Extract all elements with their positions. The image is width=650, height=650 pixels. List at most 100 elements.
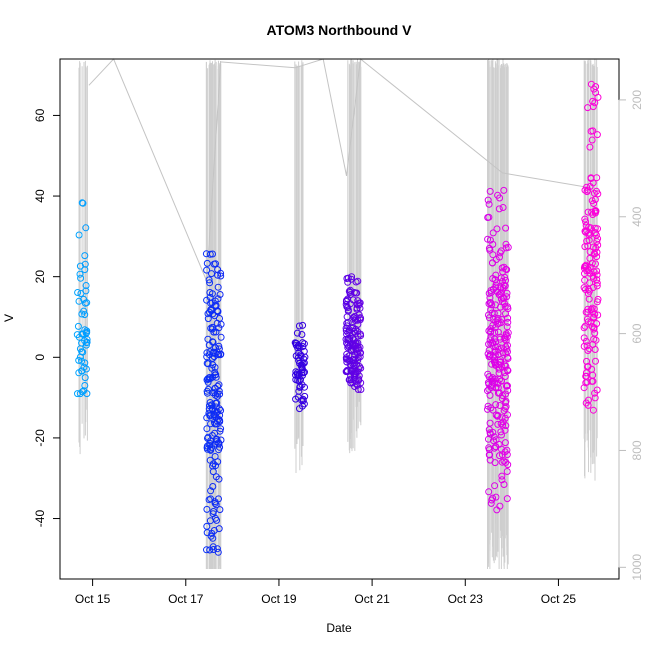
y-axis-label: V — [2, 314, 16, 322]
data-point — [344, 328, 352, 336]
data-point — [592, 89, 600, 96]
data-point — [215, 342, 223, 350]
data-point — [344, 304, 352, 312]
data-point — [498, 395, 506, 403]
data-point — [492, 443, 500, 451]
data-point — [502, 458, 510, 466]
data-point — [499, 349, 507, 357]
data-point — [78, 348, 86, 356]
data-point — [209, 373, 216, 381]
data-point — [503, 323, 511, 331]
data-point — [591, 310, 599, 318]
data-point — [78, 357, 86, 365]
data-point — [488, 360, 496, 368]
data-point — [485, 451, 493, 459]
data-point — [503, 451, 511, 459]
plot-frame — [59, 58, 620, 580]
data-point — [501, 373, 509, 380]
data-point — [590, 314, 598, 322]
data-point — [486, 430, 494, 438]
data-point — [296, 382, 304, 390]
data-point — [357, 386, 365, 393]
data-point — [298, 361, 306, 369]
data-point — [484, 402, 492, 410]
data-point — [591, 208, 599, 215]
data-point — [345, 336, 353, 344]
data-point — [499, 277, 506, 285]
data-point — [203, 387, 211, 395]
data-point — [501, 361, 509, 369]
data-point — [501, 439, 509, 447]
data-point — [584, 242, 592, 250]
data-point — [489, 494, 497, 502]
data-point — [217, 407, 225, 414]
data-point — [210, 546, 217, 553]
data-point — [491, 347, 499, 355]
y-axis: -40 -20 0 20 40 60 — [33, 108, 61, 527]
data-point — [343, 350, 351, 358]
data-point — [584, 347, 592, 354]
data-point — [485, 353, 493, 361]
data-point — [203, 546, 210, 554]
data-point — [206, 456, 214, 464]
data-point — [292, 376, 300, 384]
data-point — [206, 250, 214, 258]
data-point — [209, 483, 217, 490]
data-point — [214, 382, 222, 390]
data-point — [493, 225, 501, 233]
data-point — [349, 379, 357, 387]
data-point — [357, 349, 365, 357]
data-point — [500, 186, 508, 194]
data-point — [492, 436, 500, 444]
data-point — [588, 304, 596, 312]
data-point — [504, 318, 512, 326]
data-points-layer — [73, 80, 602, 556]
data-point — [208, 443, 216, 451]
data-point — [583, 188, 591, 196]
data-point — [82, 287, 90, 295]
data-point — [581, 227, 589, 235]
data-point — [496, 333, 504, 341]
data-point — [212, 501, 220, 509]
data-point — [342, 300, 350, 308]
data-point — [292, 339, 300, 347]
data-point — [82, 282, 90, 289]
data-point — [593, 279, 601, 287]
data-point — [497, 356, 504, 363]
data-point — [209, 534, 217, 542]
x-tick-label: Oct 17 — [168, 592, 204, 606]
data-point — [493, 316, 501, 324]
data-point — [591, 249, 598, 257]
data-point — [591, 346, 599, 353]
data-point — [488, 309, 496, 317]
data-point — [344, 307, 352, 315]
data-point — [295, 387, 303, 395]
data-point — [81, 374, 89, 382]
data-point — [497, 247, 505, 255]
data-point — [488, 301, 496, 309]
data-point — [214, 308, 222, 316]
data-point — [489, 240, 497, 248]
data-point — [216, 291, 224, 298]
data-point — [486, 419, 494, 427]
data-point — [83, 299, 91, 307]
data-point — [348, 273, 356, 281]
data-point — [206, 289, 214, 296]
data-point — [81, 337, 89, 345]
data-point — [75, 333, 83, 341]
data-point — [211, 312, 218, 320]
secondary-y-axis: 200 400 600 800 1000 — [618, 90, 644, 581]
data-point — [502, 224, 510, 232]
data-point — [354, 386, 362, 393]
data-point — [354, 339, 362, 347]
data-point — [217, 425, 225, 433]
data-point — [492, 283, 500, 291]
data-point — [587, 127, 595, 135]
data-point — [502, 331, 510, 339]
data-point — [582, 369, 590, 377]
data-point — [492, 271, 500, 279]
data-point — [347, 275, 355, 283]
data-point — [214, 283, 222, 291]
data-point — [296, 405, 303, 413]
data-point — [300, 347, 308, 355]
